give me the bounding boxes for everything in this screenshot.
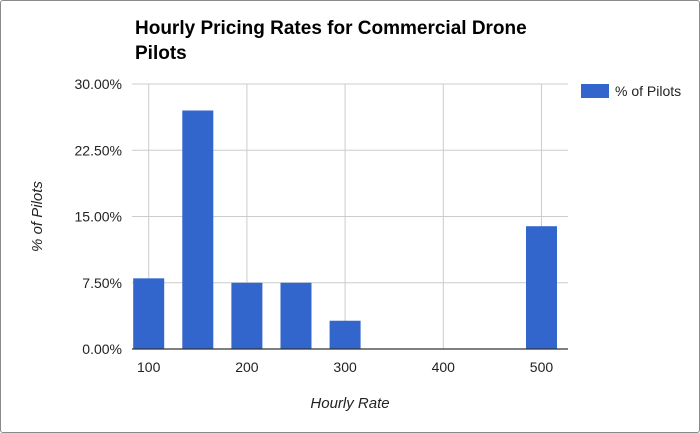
y-tick-label: 30.00% (75, 76, 122, 92)
x-tick-label: 500 (530, 359, 554, 375)
bar (280, 282, 312, 349)
legend-label: % of Pilots (615, 83, 681, 99)
x-axis-label: Hourly Rate (310, 395, 389, 412)
bar (525, 226, 557, 349)
x-tick-label: 200 (235, 359, 259, 375)
y-tick-labels: 0.00% 7.50% 15.00% 22.50% 30.00% (75, 76, 122, 357)
x-tick-label: 300 (333, 359, 357, 375)
x-tick-label: 100 (137, 359, 161, 375)
legend-swatch (581, 84, 609, 98)
bar (182, 110, 214, 349)
bar (329, 320, 361, 349)
y-tick-label: 0.00% (82, 341, 122, 357)
y-tick-label: 15.00% (75, 209, 122, 225)
chart-title: Hourly Pricing Rates for Commercial Dron… (135, 18, 527, 64)
y-tick-label: 22.50% (75, 142, 122, 158)
y-axis-label: % of Pilots (29, 181, 46, 252)
bar (133, 278, 165, 349)
legend: % of Pilots (581, 83, 681, 99)
y-tick-label: 7.50% (82, 275, 122, 291)
bars (133, 110, 557, 349)
bar (231, 282, 263, 349)
x-tick-label: 400 (432, 359, 456, 375)
x-tick-labels: 100 200 300 400 500 (137, 359, 553, 375)
